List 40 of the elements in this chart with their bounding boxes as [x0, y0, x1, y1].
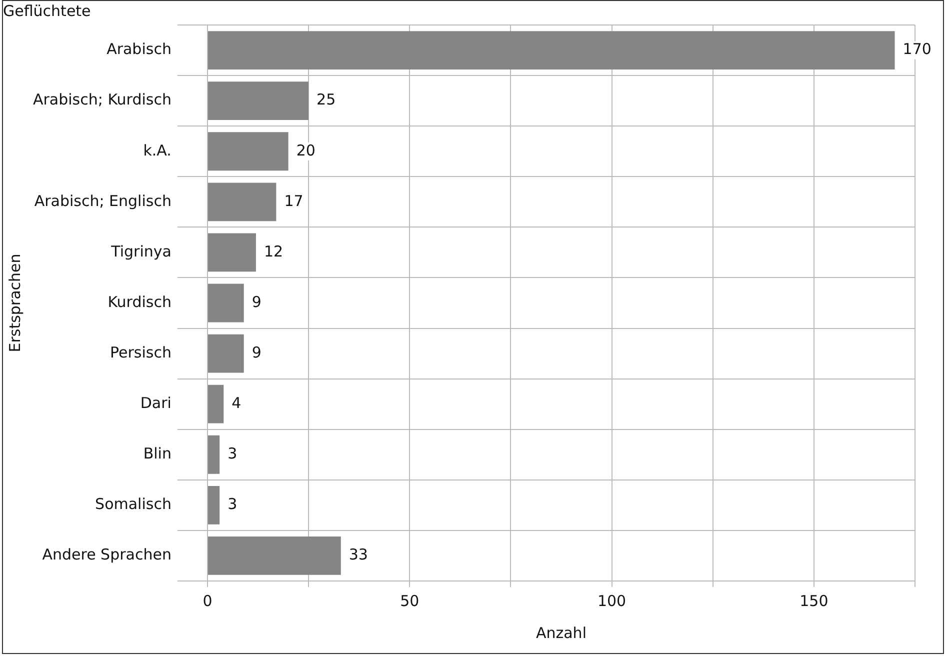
data-label: 170 — [902, 40, 932, 58]
x-axis-title: Anzahl — [536, 624, 586, 642]
x-tick-label: 100 — [597, 592, 626, 610]
bar — [208, 82, 309, 120]
y-tick-label: Blin — [143, 444, 172, 463]
x-tick-label: 0 — [202, 592, 212, 610]
data-label: 17 — [284, 192, 304, 210]
bar — [208, 31, 895, 70]
data-label: 12 — [264, 242, 284, 260]
y-tick-label: Kurdisch — [108, 292, 172, 311]
bar — [208, 182, 276, 222]
bar — [208, 132, 288, 171]
data-label: 3 — [228, 495, 238, 514]
data-label: 4 — [232, 394, 242, 412]
data-label: 9 — [252, 343, 262, 362]
y-tick-label: Persisch — [110, 343, 172, 362]
bar — [208, 486, 220, 524]
y-tick-label: Arabisch; Englisch — [34, 192, 172, 210]
y-axis-title: Erstsprachen — [6, 254, 24, 352]
bar — [208, 334, 244, 373]
y-tick-label: Dari — [140, 394, 172, 412]
text: Geflüchtete — [3, 2, 91, 20]
data-label: 9 — [252, 292, 262, 311]
data-label: 25 — [316, 90, 336, 109]
bar — [208, 536, 341, 575]
data-label: 20 — [296, 141, 316, 160]
data-label: 33 — [348, 546, 368, 564]
bar — [208, 233, 256, 272]
x-tick-label: 150 — [800, 592, 828, 610]
x-tick-label: 50 — [400, 592, 420, 610]
y-tick-label: k.A. — [143, 141, 172, 160]
bar — [208, 384, 224, 424]
y-tick-label: Andere Sprachen — [42, 546, 172, 564]
y-tick-label: Arabisch; Kurdisch — [32, 90, 172, 109]
y-tick-label: Somalisch — [95, 495, 172, 514]
y-tick-label: Arabisch — [106, 40, 172, 58]
data-label: 3 — [228, 444, 238, 463]
bar — [208, 284, 244, 322]
y-tick-label: Tigrinya — [110, 242, 172, 260]
bar — [208, 435, 220, 474]
